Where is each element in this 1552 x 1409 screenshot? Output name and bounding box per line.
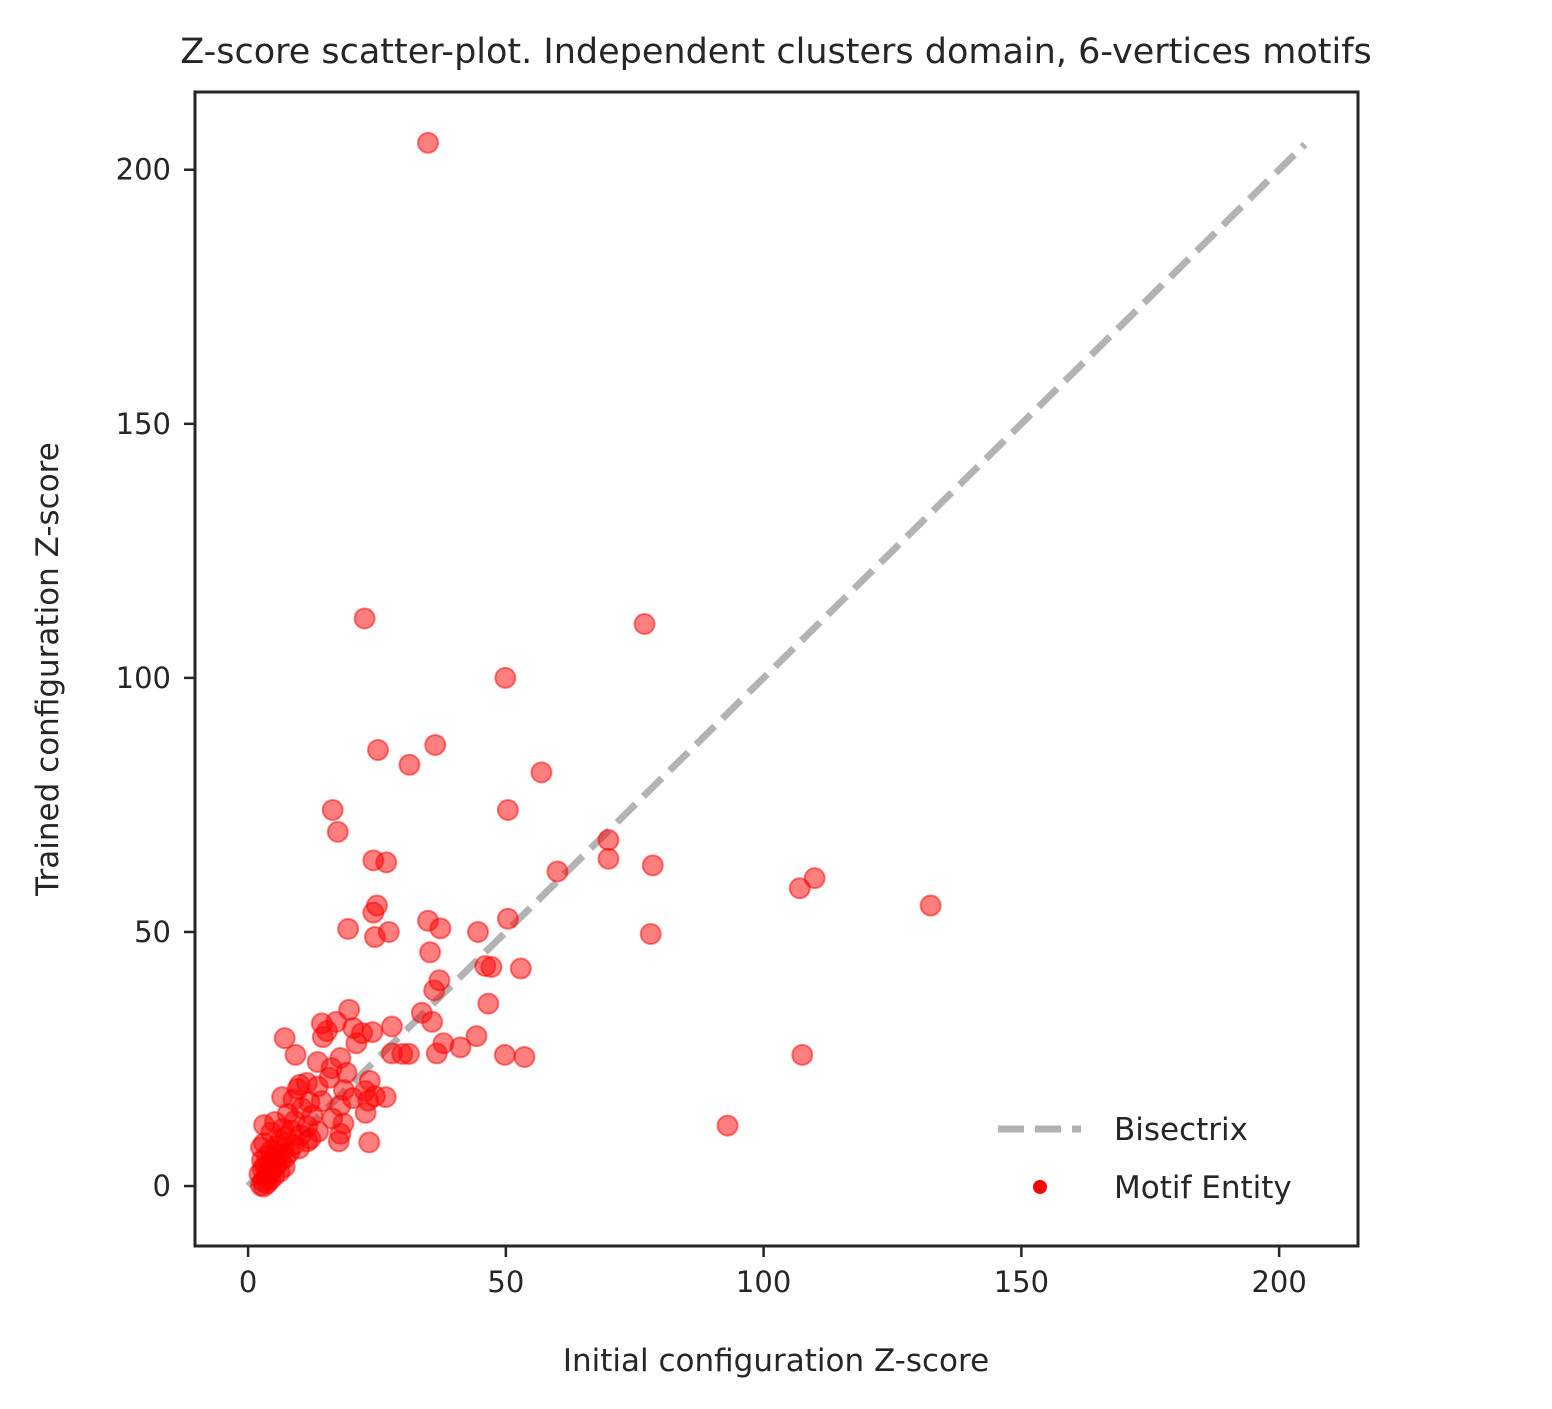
scatter-point: [397, 1042, 420, 1065]
scatter-point: [493, 1043, 516, 1066]
legend-motif-entity-label: Motif Entity: [1114, 1170, 1292, 1206]
x-tick-label: 0: [239, 1265, 257, 1299]
x-tick-label: 150: [994, 1265, 1049, 1299]
scatter-point: [425, 1042, 448, 1065]
legend-bisectrix-label: Bisectrix: [1114, 1112, 1248, 1148]
scatter-point: [362, 901, 385, 924]
scatter-point: [327, 1130, 350, 1153]
scatter-point: [496, 799, 519, 822]
axes: 0 50 100 150 200 0 50 100 150 200: [116, 90, 1360, 1299]
scatter-point: [354, 1101, 377, 1124]
scatter-point: [284, 1043, 307, 1066]
scatter-point: [353, 607, 376, 630]
scatter-point: [375, 851, 398, 874]
scatter-point: [546, 860, 569, 883]
scatter-point: [465, 1025, 488, 1048]
scatter-point: [803, 867, 826, 890]
x-tick-label: 50: [487, 1265, 524, 1299]
scatter-point: [633, 613, 656, 636]
scatter-point: [716, 1114, 739, 1137]
scatter-point: [421, 1010, 444, 1033]
scatter-point: [423, 979, 446, 1002]
x-tick-label: 100: [736, 1265, 791, 1299]
scatter-point: [509, 957, 532, 980]
plot-area: [245, 131, 1308, 1198]
scatter-point: [467, 920, 490, 943]
scatter-point: [530, 761, 553, 784]
scatter-point: [380, 1015, 403, 1038]
scatter-point: [449, 1036, 472, 1059]
y-tick-label: 200: [116, 153, 171, 187]
y-tick-label: 100: [116, 661, 171, 695]
scatter-point: [345, 1032, 368, 1055]
scatter-point: [788, 877, 811, 900]
bisectrix-line: [245, 141, 1308, 1189]
scatter-point: [641, 854, 664, 877]
x-axis-title: Initial configuration Z-score: [563, 1343, 989, 1379]
scatter-point: [477, 992, 500, 1015]
scatter-point: [326, 820, 349, 843]
scatter-point: [311, 1026, 334, 1049]
y-tick-label: 50: [134, 915, 171, 949]
scatter-point: [597, 847, 620, 870]
y-tick-label: 150: [116, 407, 171, 441]
scatter-point: [363, 926, 386, 949]
scatter-point: [597, 828, 620, 851]
scatter-point: [496, 907, 519, 930]
scatter-point: [273, 1027, 296, 1050]
scatter-point: [337, 917, 360, 940]
scatter-point: [639, 922, 662, 945]
legend: Bisectrix Motif Entity: [998, 1112, 1292, 1206]
scatter-point: [919, 894, 942, 917]
scatter-point: [367, 739, 390, 762]
legend-motif-entity-swatch: [1033, 1180, 1047, 1194]
chart-title: Z-score scatter-plot. Independent cluste…: [180, 32, 1372, 72]
scatter-point: [417, 131, 440, 154]
scatter-point: [791, 1043, 814, 1066]
scatter-point: [398, 753, 421, 776]
scatter-point: [424, 733, 447, 756]
x-tick-label: 200: [1251, 1265, 1306, 1299]
y-tick-label: 0: [153, 1169, 171, 1203]
scatter-point: [494, 666, 517, 689]
scatter-point: [358, 1131, 381, 1154]
scatter-point: [513, 1045, 536, 1068]
scatter-point: [252, 1175, 275, 1198]
scatter-point: [321, 799, 344, 822]
scatter-point: [419, 941, 442, 964]
plot-frame: [193, 90, 1360, 1248]
scatter-point: [480, 956, 503, 979]
y-axis-title: Trained configuration Z-score: [30, 442, 66, 897]
scatter-point: [429, 917, 452, 940]
